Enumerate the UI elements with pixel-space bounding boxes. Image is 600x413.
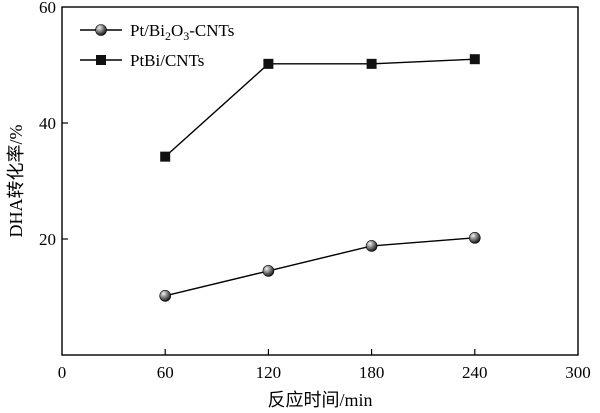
series-layer	[159, 54, 481, 302]
x-tick-label: 60	[157, 363, 174, 382]
x-tick-label: 240	[462, 363, 488, 382]
data-point-sphere	[365, 240, 378, 252]
data-point-sphere	[262, 265, 275, 277]
legend-label-ptbi: PtBi/CNTs	[130, 51, 204, 70]
x-tick-label: 120	[256, 363, 282, 382]
plot-frame	[61, 6, 579, 356]
x-tick-label: 0	[58, 363, 67, 382]
series-line-1	[164, 58, 475, 158]
x-tick-label: 300	[565, 363, 591, 382]
legend-marker-square	[96, 55, 106, 65]
x-axis-title: 反应时间/min	[267, 390, 372, 410]
y-tick-label: 60	[39, 0, 56, 17]
data-point-square	[263, 58, 274, 69]
x-tick-label: 180	[359, 363, 385, 382]
y-tick-label: 40	[39, 114, 56, 133]
y-tick-label: 20	[39, 230, 56, 249]
data-point-sphere	[159, 290, 171, 302]
legend-marker-sphere	[95, 24, 107, 36]
data-point-square	[469, 54, 480, 65]
series-line-0	[165, 237, 475, 297]
y-axis-title: DHA转化率/%	[6, 125, 26, 238]
axis-ticks: 0 60 120 180 240 300 20 40 60	[39, 0, 591, 382]
data-point-square	[160, 151, 171, 162]
data-point-sphere	[468, 232, 481, 244]
legend-label-pt-bi2o3: Pt/Bi2O3-CNTs	[130, 21, 234, 43]
data-point-square	[366, 58, 377, 69]
legend: Pt/Bi2O3-CNTs PtBi/CNTs	[80, 21, 234, 70]
